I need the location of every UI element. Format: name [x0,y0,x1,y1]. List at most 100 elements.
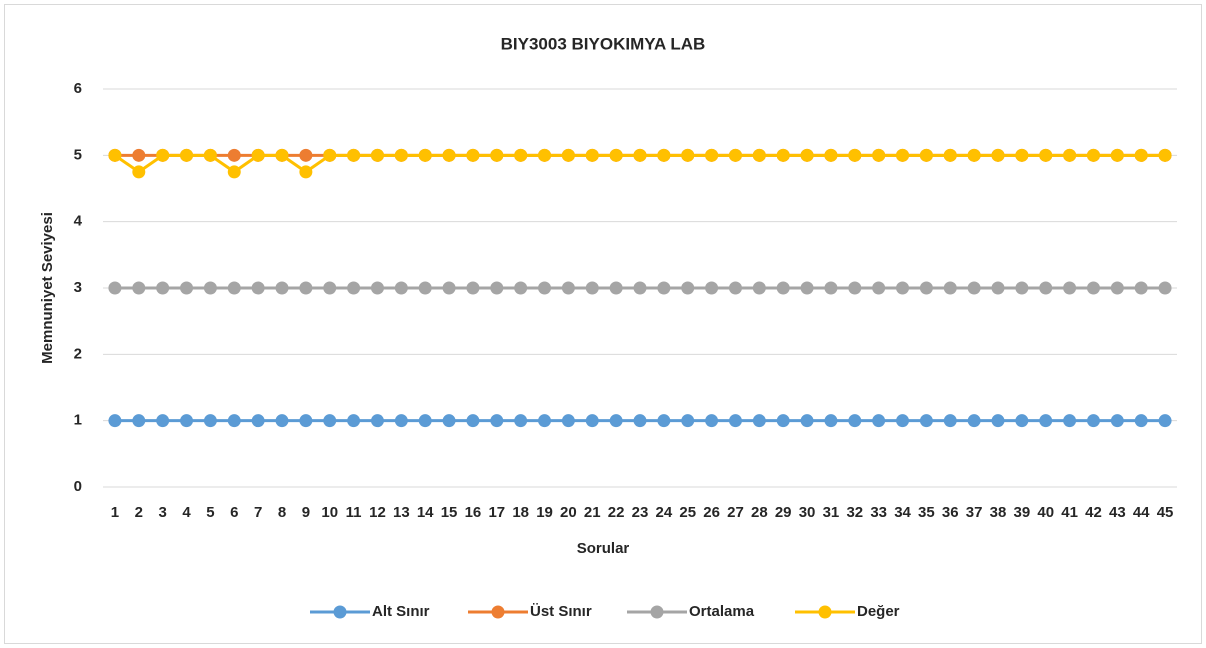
legend-marker [333,605,347,619]
point [824,414,838,428]
point [1134,414,1148,428]
point [991,414,1005,428]
legend-marker [818,605,832,619]
point [896,148,910,162]
x-tick-label: 25 [679,504,696,521]
point [943,414,957,428]
x-tick-label: 21 [584,504,601,521]
x-tick-label: 39 [1014,504,1031,521]
point [1086,414,1100,428]
point [633,414,647,428]
point [1086,281,1100,295]
point [1063,281,1077,295]
x-tick-label: 45 [1157,504,1174,521]
point [156,281,170,295]
point [203,148,217,162]
point [442,414,456,428]
point [347,148,361,162]
point [347,414,361,428]
point [1134,148,1148,162]
point [227,148,241,162]
point [466,281,480,295]
point [800,148,814,162]
point [657,148,671,162]
point [752,281,766,295]
point [108,414,122,428]
point [609,148,623,162]
point [275,414,289,428]
point [1015,148,1029,162]
x-tick-label: 27 [727,504,744,521]
point [776,281,790,295]
x-tick-label: 42 [1085,504,1102,521]
point [490,414,504,428]
point [561,281,575,295]
point [156,148,170,162]
point [848,148,862,162]
point [108,281,122,295]
point [180,281,194,295]
point [896,414,910,428]
point [728,414,742,428]
legend-label: Değer [857,603,900,620]
x-tick-label: 1 [111,504,119,521]
point [705,414,719,428]
x-tick-label: 35 [918,504,935,521]
point [657,281,671,295]
x-tick-label: 16 [465,504,482,521]
point [633,281,647,295]
point [442,148,456,162]
x-tick-label: 5 [206,504,214,521]
legend-label: Üst Sınır [530,603,592,620]
point [514,148,528,162]
point [442,281,456,295]
point [1015,414,1029,428]
x-tick-label: 32 [846,504,863,521]
point [776,414,790,428]
point [418,281,432,295]
point [418,414,432,428]
point [132,281,146,295]
point [370,148,384,162]
point [538,414,552,428]
y-axis-label: Memnuniyet Seviyesi [39,212,56,364]
x-tick-label: 11 [346,504,362,521]
point [203,281,217,295]
point [728,148,742,162]
point [299,414,313,428]
x-tick-label: 34 [894,504,911,521]
point [991,148,1005,162]
x-tick-label: 38 [990,504,1007,521]
point [156,414,170,428]
x-tick-label: 8 [278,504,286,521]
point [466,414,480,428]
point [609,414,623,428]
point [1039,148,1053,162]
point [705,148,719,162]
x-tick-label: 7 [254,504,262,521]
y-tick-label: 6 [74,80,82,97]
chart-border [4,4,1202,644]
x-tick-label: 19 [536,504,553,521]
point [227,414,241,428]
point [418,148,432,162]
point [370,281,384,295]
point [203,414,217,428]
point [180,414,194,428]
x-tick-label: 26 [703,504,720,521]
x-tick-label: 37 [966,504,983,521]
point [394,148,408,162]
point [275,148,289,162]
point [1039,414,1053,428]
legend-marker [491,605,505,619]
point [800,281,814,295]
point [943,148,957,162]
point [1110,281,1124,295]
point [538,281,552,295]
x-tick-label: 23 [632,504,649,521]
x-tick-label: 41 [1061,504,1078,521]
point [728,281,742,295]
x-tick-label: 4 [182,504,191,521]
x-tick-label: 17 [488,504,505,521]
x-tick-label: 18 [512,504,529,521]
